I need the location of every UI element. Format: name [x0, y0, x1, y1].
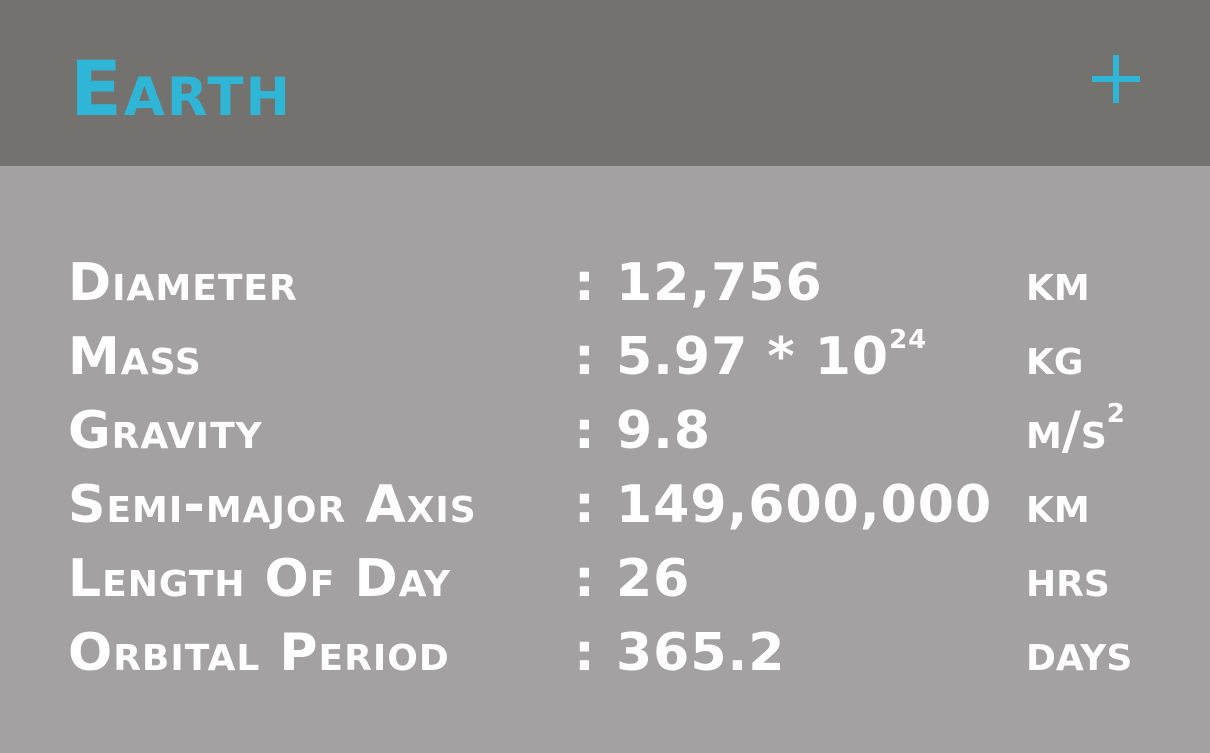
stat-value: 26 [616, 542, 690, 616]
stat-label: Diameter [68, 253, 298, 313]
stat-unit-text: hrs [1026, 549, 1110, 609]
stat-unit-text: m/s [1026, 401, 1107, 461]
stat-unit-text: kg [1026, 327, 1084, 387]
stat-value: 149,600,000 [616, 468, 992, 542]
stat-separator: : [574, 253, 595, 313]
stat-unit-exponent: 2 [1106, 399, 1125, 429]
plus-icon-vertical-bar [1113, 55, 1119, 103]
planet-title: Earth [70, 44, 292, 133]
stat-row-orbital-period: Orbital Period : 365.2 days [0, 616, 1210, 690]
stat-label: Mass [68, 327, 202, 387]
card-header: Earth [0, 0, 1210, 166]
stat-unit-text: km [1026, 475, 1090, 535]
stat-value-text: 5.97 * 10 [616, 327, 890, 387]
stat-label: Orbital Period [68, 623, 450, 683]
stat-value-text: 26 [616, 549, 691, 609]
stat-unit-text: days [1026, 623, 1133, 683]
stat-unit-text: km [1026, 253, 1090, 313]
stat-label: Semi-major Axis [68, 475, 477, 535]
stat-separator: : [574, 401, 595, 461]
stat-value-text: 9.8 [616, 401, 712, 461]
stat-unit: kg [1026, 320, 1083, 394]
stat-value: 5.97 * 1024 [616, 320, 927, 394]
stat-value-text: 365.2 [616, 623, 786, 683]
stat-label: Gravity [68, 401, 263, 461]
stat-value-text: 149,600,000 [616, 475, 993, 535]
stat-separator: : [574, 549, 595, 609]
stat-unit: km [1026, 246, 1090, 320]
stat-separator: : [574, 475, 595, 535]
stat-unit: km [1026, 468, 1090, 542]
stat-label: Length Of Day [68, 549, 452, 609]
stat-unit: m/s2 [1026, 394, 1125, 468]
stat-unit: hrs [1026, 542, 1110, 616]
stat-value-text: 12,756 [616, 253, 823, 313]
stat-value: 12,756 [616, 246, 823, 320]
stat-row-length-of-day: Length Of Day : 26 hrs [0, 542, 1210, 616]
stat-row-semi-major-axis: Semi-major Axis : 149,600,000 km [0, 468, 1210, 542]
stat-row-diameter: Diameter : 12,756 km [0, 246, 1210, 320]
stat-row-gravity: Gravity : 9.8 m/s2 [0, 394, 1210, 468]
stat-unit: days [1026, 616, 1132, 690]
plus-icon[interactable] [1084, 48, 1148, 112]
stat-value: 365.2 [616, 616, 785, 690]
stat-separator: : [574, 623, 595, 683]
stat-row-mass: Mass : 5.97 * 1024 kg [0, 320, 1210, 394]
stat-separator: : [574, 327, 595, 387]
stat-value-exponent: 24 [889, 325, 928, 355]
stat-value: 9.8 [616, 394, 711, 468]
